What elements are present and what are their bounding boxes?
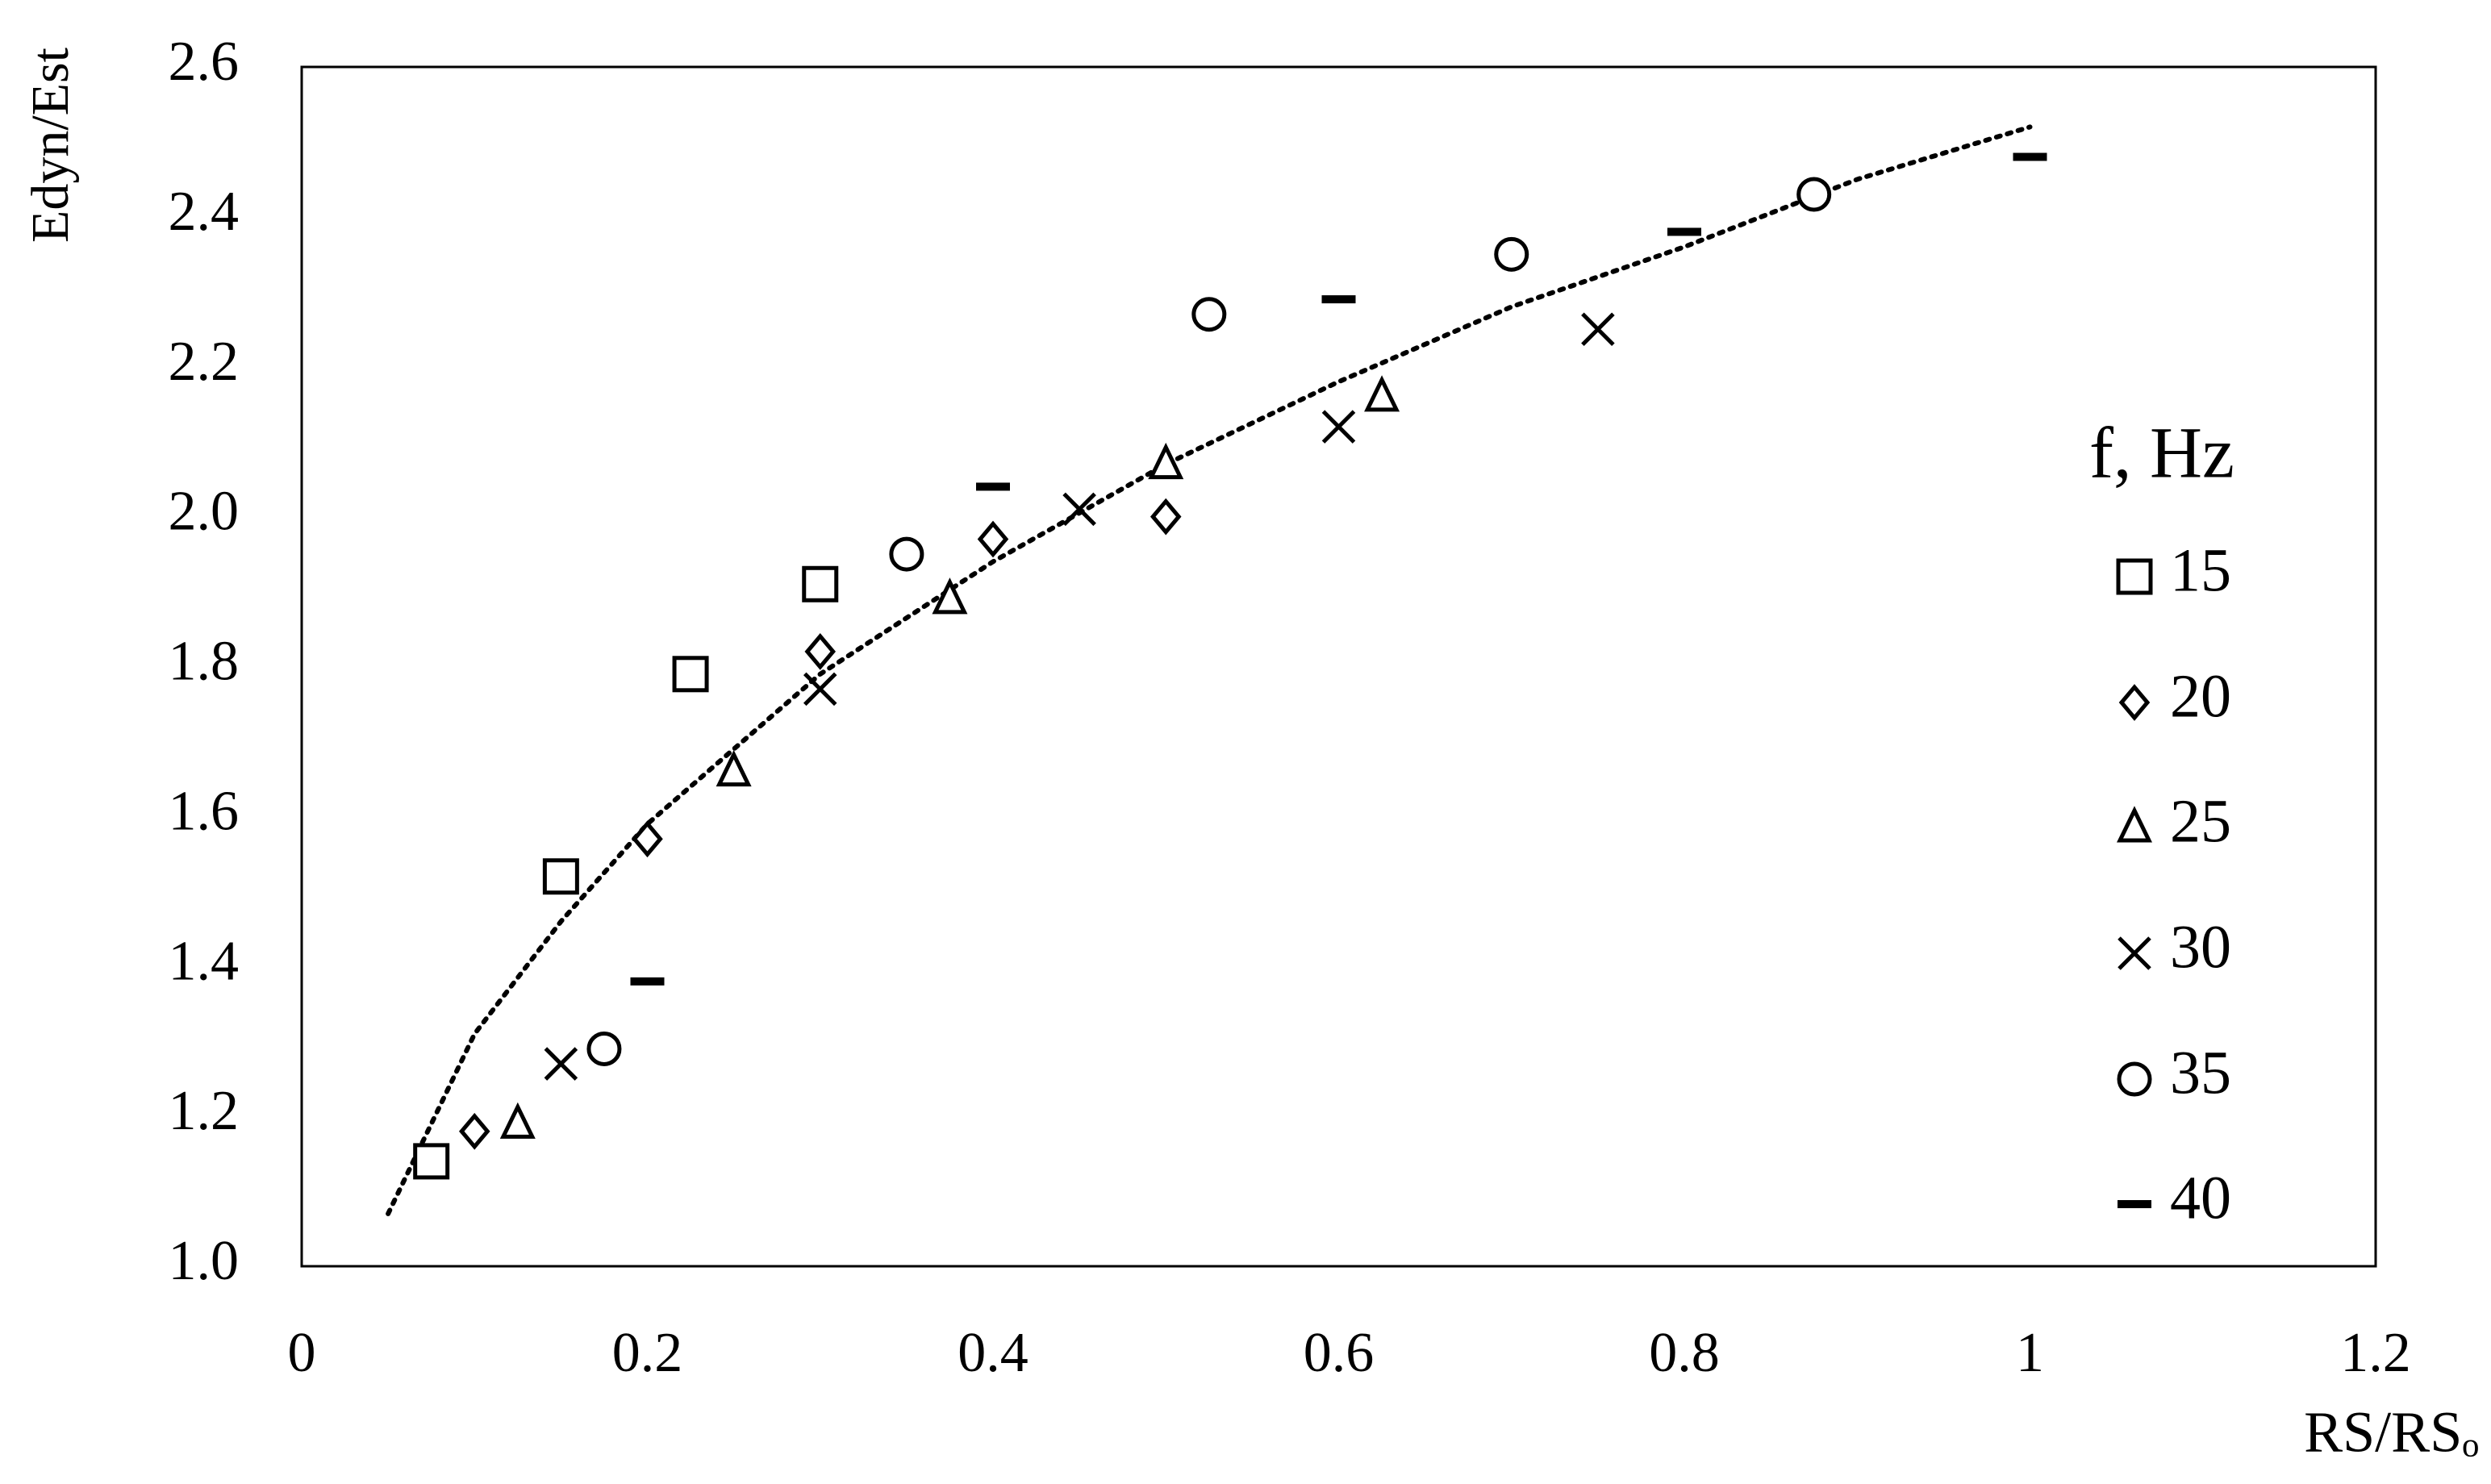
y-tick-label: 1.2 [169, 1080, 240, 1142]
x-tick-label: 1.2 [2340, 1322, 2411, 1384]
marker-triangle [1148, 442, 1184, 480]
legend-marker [2117, 806, 2152, 843]
x-tick-label: 0 [288, 1322, 316, 1384]
legend-marker [2116, 558, 2153, 595]
marker-square [413, 1143, 450, 1180]
legend-title: f, Hz [2089, 414, 2234, 494]
legend-marker [2118, 1200, 2151, 1208]
marker-dash [2013, 152, 2047, 161]
legend-marker [2118, 684, 2151, 721]
marker-diamond [977, 520, 1009, 558]
legend-label: 25 [2170, 787, 2231, 855]
y-tick-label: 1.4 [169, 930, 240, 992]
x-tick-label: 1 [2016, 1322, 2044, 1384]
x-tick-label: 0.8 [1649, 1322, 1720, 1384]
marker-dash [1321, 295, 1356, 304]
x-axis-label: RS/RSₒ [2304, 1400, 2479, 1465]
legend-label: 30 [2170, 913, 2231, 981]
legend-label: 35 [2170, 1039, 2231, 1107]
marker-cross [544, 1047, 578, 1081]
y-tick-label: 2.4 [169, 181, 240, 243]
marker-cross [1062, 492, 1096, 527]
legend-marker [2117, 1061, 2152, 1097]
marker-circle [586, 1031, 622, 1066]
marker-square [542, 858, 579, 895]
marker-cross [803, 672, 837, 707]
marker-dash [976, 482, 1010, 491]
y-tick-label: 2.2 [169, 331, 240, 393]
x-tick-label: 0.2 [612, 1322, 683, 1384]
y-tick-label: 2.6 [169, 31, 240, 93]
marker-diamond [1150, 498, 1182, 536]
y-tick-label: 1.0 [169, 1230, 240, 1292]
legend-marker [2118, 936, 2151, 970]
marker-square [802, 565, 839, 602]
marker-circle [889, 536, 924, 572]
marker-diamond [632, 820, 663, 858]
y-tick-label: 2.0 [169, 481, 240, 543]
y-tick-label: 1.6 [169, 780, 240, 842]
plot-frame [300, 65, 2377, 1268]
marker-circle [1796, 177, 1832, 212]
marker-cross [1581, 312, 1615, 347]
marker-dash [1667, 227, 1701, 236]
marker-square [672, 656, 709, 693]
marker-circle [1494, 236, 1529, 272]
legend-label: 15 [2170, 536, 2231, 604]
trendline [386, 124, 2033, 1216]
y-tick-label: 1.8 [169, 631, 240, 693]
y-axis-label: Edyn/Est [21, 48, 80, 243]
marker-triangle [1364, 375, 1400, 412]
marker-triangle [716, 749, 752, 787]
marker-circle [1191, 297, 1227, 332]
x-tick-label: 0.4 [958, 1322, 1029, 1384]
marker-dash [630, 977, 665, 986]
x-tick-label: 0.6 [1304, 1322, 1375, 1384]
marker-triangle [932, 577, 968, 615]
legend-label: 20 [2170, 662, 2231, 730]
marker-diamond [804, 633, 837, 670]
marker-cross [1321, 410, 1356, 444]
marker-triangle [499, 1102, 536, 1139]
legend-label: 40 [2170, 1164, 2231, 1232]
marker-diamond [458, 1112, 490, 1150]
